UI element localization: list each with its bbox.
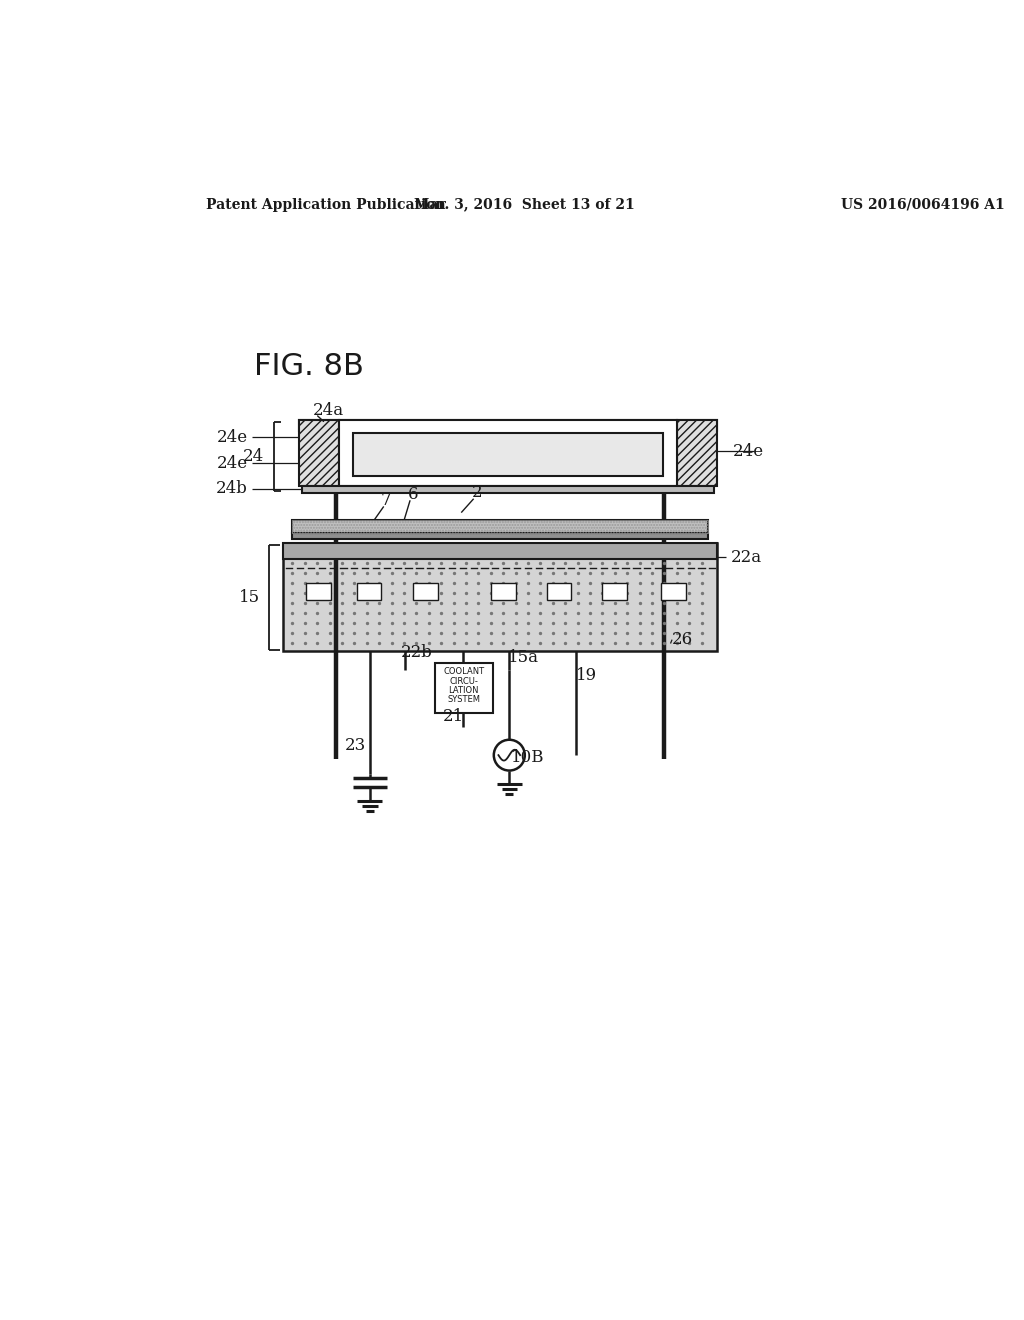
Text: 10B: 10B [511, 748, 545, 766]
Text: 15: 15 [239, 589, 260, 606]
Text: 21: 21 [442, 708, 464, 725]
Text: 26: 26 [672, 631, 692, 648]
Text: 19: 19 [577, 668, 597, 684]
Text: US 2016/0064196 A1: US 2016/0064196 A1 [841, 198, 1005, 211]
Text: COOLANT: COOLANT [443, 668, 484, 676]
Bar [302, 486, 714, 492]
Bar [547, 583, 571, 601]
Text: 2: 2 [471, 484, 482, 502]
Bar [677, 420, 717, 486]
Bar [306, 583, 331, 601]
Text: 24e: 24e [217, 429, 248, 446]
Bar [414, 583, 438, 601]
Text: Patent Application Publication: Patent Application Publication [206, 198, 445, 211]
Bar [662, 583, 686, 601]
Text: 24a: 24a [312, 403, 344, 420]
Text: 24: 24 [243, 447, 263, 465]
Bar [602, 583, 627, 601]
Text: 22b: 22b [400, 644, 432, 661]
Text: 6: 6 [408, 486, 419, 503]
Bar [299, 420, 339, 486]
Bar [283, 544, 717, 651]
Bar [292, 520, 708, 533]
Text: 7: 7 [381, 492, 391, 508]
Bar [283, 544, 717, 558]
Text: FIG. 8B: FIG. 8B [254, 352, 364, 380]
Bar [490, 583, 515, 601]
Text: 22a: 22a [731, 549, 762, 566]
Bar [292, 520, 708, 533]
Text: 24b: 24b [216, 480, 248, 498]
Text: 24e: 24e [732, 442, 764, 459]
Text: Mar. 3, 2016  Sheet 13 of 21: Mar. 3, 2016 Sheet 13 of 21 [415, 198, 635, 211]
Text: 15a: 15a [508, 649, 539, 665]
Text: CIRCU-: CIRCU- [450, 677, 478, 685]
Bar [352, 433, 663, 477]
Text: 23: 23 [344, 737, 366, 754]
Bar [339, 420, 677, 486]
Text: 24e: 24e [217, 455, 248, 471]
Text: LATION: LATION [449, 686, 479, 694]
Bar [299, 420, 717, 430]
Bar [356, 583, 381, 601]
Bar [435, 663, 493, 713]
Bar [292, 533, 708, 539]
Circle shape [494, 739, 524, 771]
Text: SYSTEM: SYSTEM [447, 696, 480, 704]
